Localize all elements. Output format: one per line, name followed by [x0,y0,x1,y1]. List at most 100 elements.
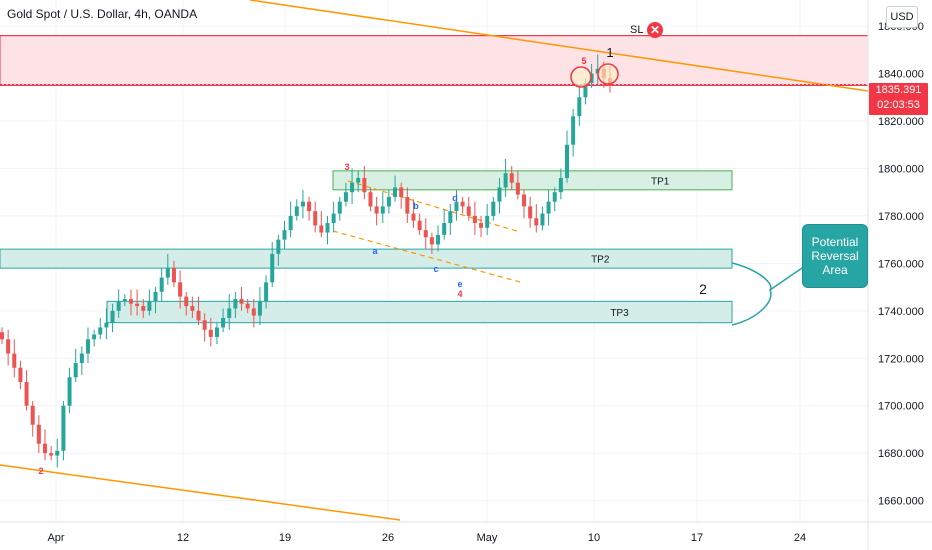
x-tick-label: 19 [279,532,291,544]
candle-body [128,298,133,304]
candle-body [0,332,4,340]
zone-label-tp2: TP2 [591,255,610,266]
candle-body [442,223,447,235]
sl-label: SL [630,24,644,36]
candle-body [356,177,361,183]
wave-1-label: 1 [606,45,613,60]
candle-body [472,215,477,224]
candle-body [141,306,146,311]
candle-body [159,277,164,292]
candle-body [239,298,244,304]
upper-trendline [249,0,869,92]
wave-label-d: d [452,193,458,203]
y-tick-label: 1840.000 [878,69,924,81]
candle-body [362,177,367,193]
candle-body [503,173,508,188]
candle-body [534,218,539,226]
candle-body [485,215,490,228]
x-tick-label: 10 [588,532,600,544]
candle-body [67,377,72,406]
candle-body [558,177,563,193]
candle-body [393,187,398,197]
candle-body [288,215,293,231]
candle-body [350,182,355,193]
x-tick-label: 17 [691,532,703,544]
candle-body [135,303,140,307]
candle-body [49,453,54,456]
y-tick-label: 1660.000 [878,496,924,508]
candle-body [282,230,287,240]
candle-body [331,213,336,224]
candle-body [399,187,404,197]
candle-body [479,223,484,228]
candle-body [196,310,201,321]
wave-label-b: b [413,201,419,211]
candle-body [374,206,379,214]
zone-tp1 [332,170,733,191]
y-tick-label: 1700.000 [878,401,924,413]
close-icon[interactable]: ✕ [647,22,663,38]
wave-label-5: 5 [581,56,586,66]
candle-body [92,334,97,340]
y-tick-label: 1720.000 [878,353,924,365]
wave-label-e: e [457,279,462,289]
candle-body [245,303,250,309]
candle-body [214,327,219,337]
candle-body [300,201,305,207]
candle-body [466,206,471,216]
candle-body [540,213,545,226]
candle-body [294,206,299,216]
candle-body [368,192,373,207]
zone-label-tp3: TP3 [610,308,629,319]
callout-line-2: Reversal [811,249,859,263]
candle-body [337,201,342,214]
time-axis[interactable]: Apr 12 19 26 May 10 17 24 [47,532,806,544]
wave-label-a: a [372,246,378,256]
candle-body [165,268,170,278]
candle-body [257,301,262,316]
candle-body [429,237,434,245]
candle-body [153,291,158,302]
currency-selector[interactable]: USD [886,6,918,28]
candle-body [147,301,152,311]
zone-sl [0,35,869,86]
candle-body [30,405,35,425]
candle-body [42,443,47,454]
candle-body [98,327,103,335]
wave-label-3: 3 [344,162,349,172]
reversal-callout[interactable]: Potential Reversal Area [802,224,868,288]
candle-body [583,83,588,98]
candle-body [18,367,23,383]
candle-body [448,211,453,224]
candle-body [12,353,17,368]
channel-upper-dashed [347,180,521,233]
candle-body [55,450,60,456]
candle-body [405,196,410,214]
candle-body [276,239,281,254]
trendlines [0,0,869,521]
top-circle-left [570,66,592,88]
candle-body [325,223,330,233]
candle-body [264,282,269,302]
target-zones: TP1 TP2 TP3 [0,35,869,324]
candle-body [460,201,465,207]
candle-body [319,225,324,233]
candle-body [565,144,570,178]
zone-label-tp1: TP1 [651,176,670,187]
candle-body [122,298,127,302]
x-tick-label: 24 [794,532,806,544]
candle-body [61,405,66,451]
candle-body [380,206,385,214]
candle-body [79,353,84,364]
candle-body [522,194,527,207]
candle-body [552,192,557,202]
candle-body [221,317,226,328]
lower-trendline [0,464,401,521]
candle-body [313,211,318,226]
candle-body [36,424,41,444]
y-tick-label: 1680.000 [878,448,924,460]
x-tick-label: 12 [177,532,189,544]
y-tick-label: 1760.000 [878,258,924,270]
